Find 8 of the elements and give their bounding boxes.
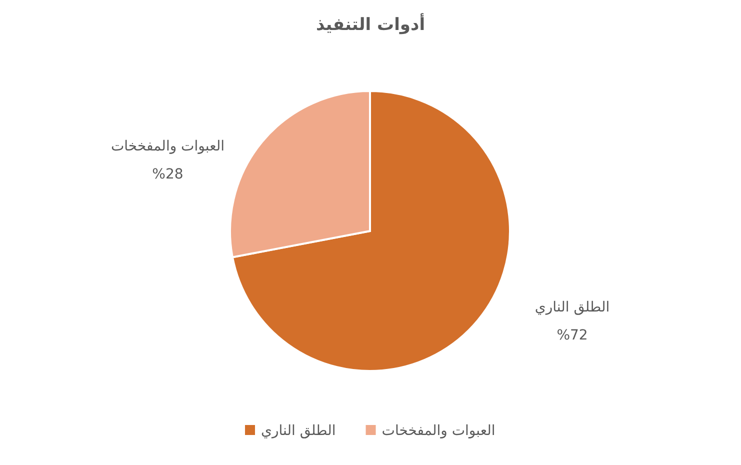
pie-slice bbox=[231, 90, 511, 372]
slice-label: العبوات والمفخخات bbox=[110, 138, 224, 155]
data-label: %72 bbox=[556, 327, 588, 344]
legend-label: الطلق الناري bbox=[261, 423, 336, 439]
slice-label: الطلق الناري bbox=[534, 299, 610, 316]
legend-label: العبوات والمفخخات bbox=[382, 423, 496, 439]
chart-title: أدوات التنفيذ bbox=[316, 13, 426, 35]
data-label: %28 bbox=[152, 166, 184, 183]
